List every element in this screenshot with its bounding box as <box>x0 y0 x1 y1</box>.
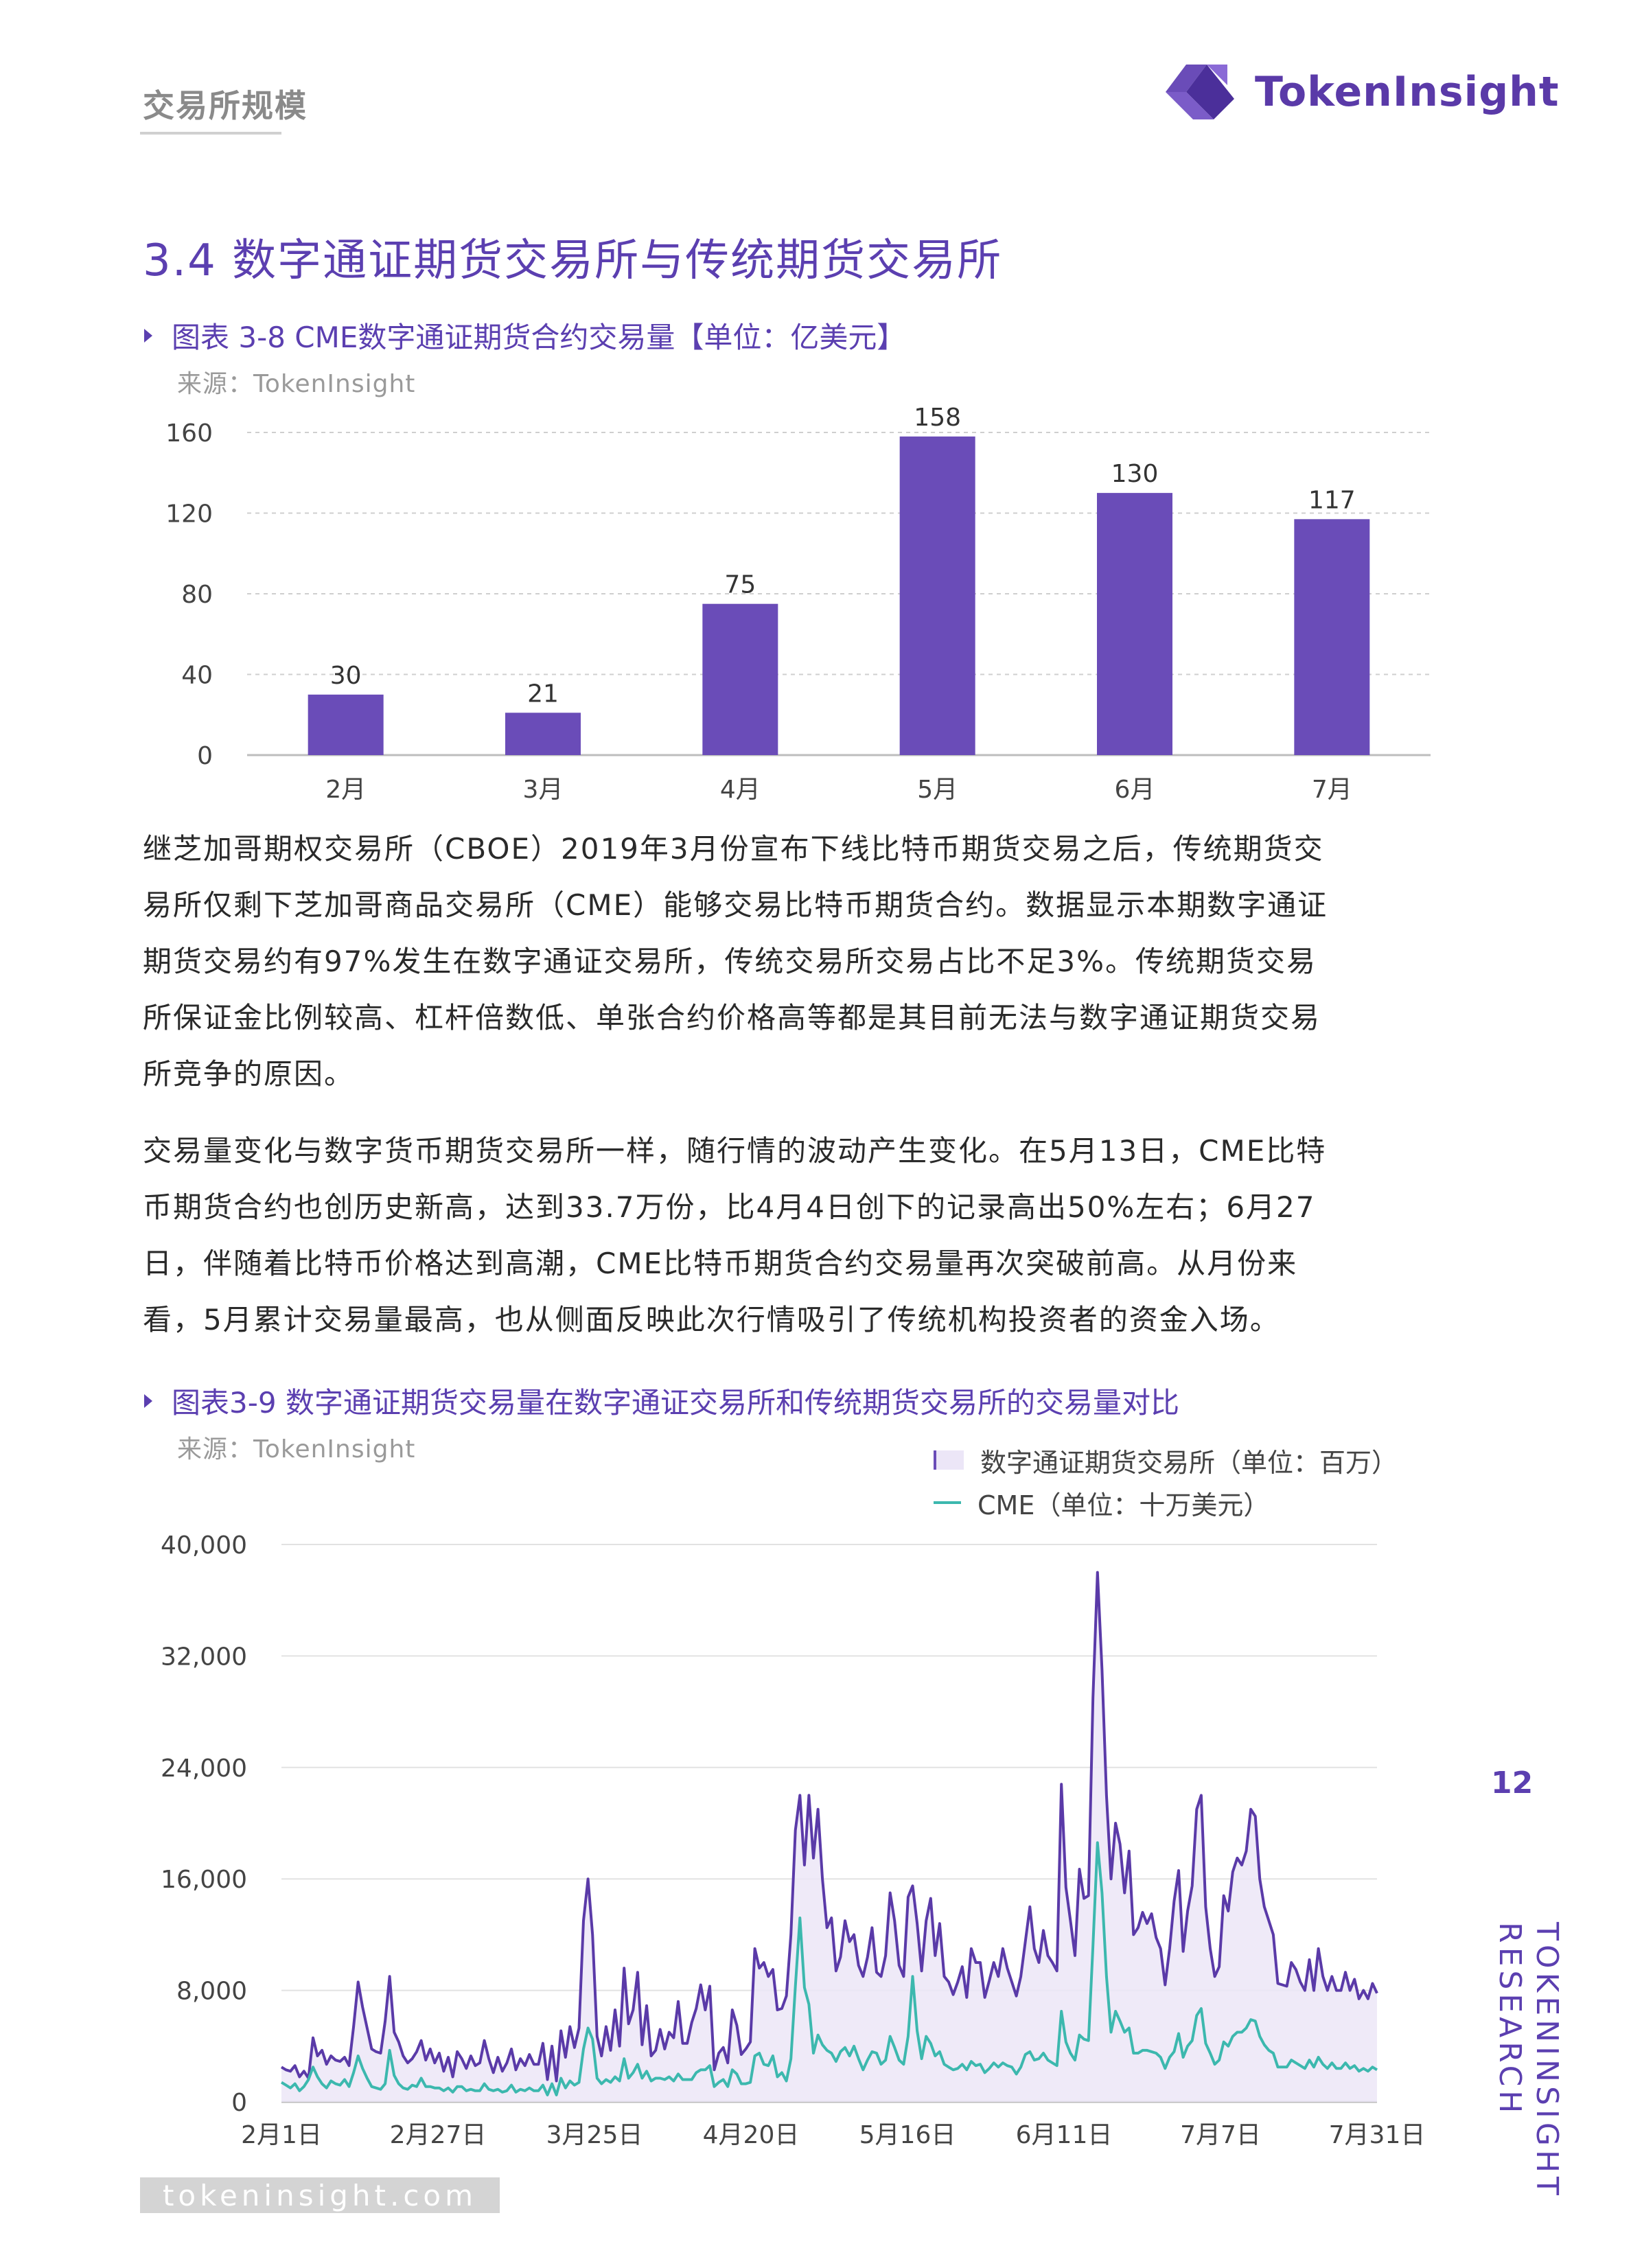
header-underline <box>140 132 281 135</box>
bar <box>1294 519 1370 755</box>
legend-label-cme: CME（单位：十万美元） <box>978 1490 1270 1520</box>
x-tick-label: 7月7日 <box>1180 2121 1261 2149</box>
y-tick-label: 8,000 <box>176 1978 247 2006</box>
bar-value-label: 117 <box>1308 486 1356 514</box>
figure2-caption: 图表3-9 数字通证期货交易量在数字通证交易所和传统期货交易所的交易量对比 <box>144 1380 1179 1422</box>
y-tick-label: 16,000 <box>161 1866 247 1894</box>
x-tick-label: 5月16日 <box>859 2121 956 2149</box>
caption-bullet-icon <box>144 328 152 343</box>
legend-label-exchange: 数字通证期货交易所（单位：百万） <box>980 1447 1398 1478</box>
bar <box>308 694 384 755</box>
y-tick-label: 0 <box>197 742 213 770</box>
y-tick-label: 24,000 <box>161 1755 247 1783</box>
tokeninsight-logo-icon <box>1166 65 1234 119</box>
x-tick-label: 6月 <box>1115 776 1155 804</box>
logo-text: TokenInsight <box>1255 68 1560 116</box>
section-title: 3.4 数字通证期货交易所与传统期货交易所 <box>143 235 1003 286</box>
y-tick-label: 80 <box>181 581 213 609</box>
bar <box>899 436 975 755</box>
legend-swatch-exchange <box>934 1450 964 1470</box>
paragraph-1-line: 易所仅剩下芝加哥商品交易所（CME）能够交易比特币期货合约。数据显示本期数字通证 <box>143 888 1328 922</box>
header-section-label: 交易所规模 <box>143 87 308 124</box>
legend-item-cme: CME（单位：十万美元） <box>934 1481 1398 1524</box>
bar <box>505 713 581 755</box>
vertical-brand-line: RESEARCH <box>1492 1922 1527 2118</box>
figure1-caption: 图表 3-8 CME数字通证期货合约交易量【单位：亿美元】 <box>144 314 905 356</box>
x-tick-label: 2月 <box>325 776 366 804</box>
x-tick-label: 3月 <box>523 776 564 804</box>
figure1-bar-chart: 0 40 80 120 160 30 2月 21 3月 75 4月 158 5月 130 6月 117 7月 <box>165 404 1431 804</box>
figure2-source: 来源：TokenInsight <box>177 1435 416 1463</box>
caption-bullet-icon <box>144 1393 152 1408</box>
brand-logo: TokenInsight <box>1159 58 1560 126</box>
bar-value-label: 130 <box>1111 460 1159 488</box>
figure2-caption-text: 图表3-9 数字通证期货交易量在数字通证交易所和传统期货交易所的交易量对比 <box>172 1386 1179 1420</box>
y-tick-label: 32,000 <box>161 1643 247 1671</box>
paragraph-2: 交易量变化与数字货币期货交易所一样，随行情的波动产生变化。在5月13日，CME比… <box>143 1123 1433 1348</box>
x-tick-label: 7月31日 <box>1329 2121 1426 2149</box>
bar <box>1097 493 1172 755</box>
bar-value-label: 21 <box>527 680 559 708</box>
bar <box>702 603 778 755</box>
figure1-source: 来源：TokenInsight <box>177 370 416 398</box>
series-cme-line <box>280 1841 1378 2096</box>
series-exchange-line <box>280 1571 1378 2083</box>
footer-url: tokeninsight.com <box>140 2177 500 2213</box>
x-tick-label: 5月 <box>917 776 958 804</box>
x-tick-label: 4月20日 <box>703 2121 800 2149</box>
x-tick-label: 6月11日 <box>1016 2121 1113 2149</box>
y-tick-label: 40,000 <box>161 1531 247 1560</box>
y-tick-label: 120 <box>165 500 213 529</box>
paragraph-1-line: 所竞争的原因。 <box>143 1057 355 1091</box>
bar-value-label: 30 <box>330 662 362 690</box>
legend-swatch-cme <box>934 1501 961 1504</box>
x-tick-label: 4月 <box>720 776 761 804</box>
paragraph-2-line: 币期货合约也创历史新高，达到33.7万份，比4月4日创下的记录高出50%左右；6… <box>143 1190 1316 1224</box>
series-exchange-area <box>281 1572 1377 2102</box>
legend-item-exchange: 数字通证期货交易所（单位：百万） <box>934 1439 1398 1481</box>
paragraph-2-line: 日，伴随着比特币价格达到高潮，CME比特币期货合约交易量再次突破前高。从月份来 <box>143 1247 1298 1280</box>
paragraph-2-line: 看，5月累计交易量最高，也从侧面反映此次行情吸引了传统机构投资者的资金入场。 <box>143 1303 1280 1336</box>
paragraph-1-line: 所保证金比例较高、杠杆倍数低、单张合约价格高等都是其目前无法与数字通证期货交易 <box>143 1001 1321 1034</box>
vertical-brand-line: TOKENINSIGHT <box>1529 1922 1564 2199</box>
paragraph-1: 继芝加哥期权交易所（CBOE）2019年3月份宣布下线比特币期货交易之后，传统期… <box>143 821 1433 1102</box>
bar-value-label: 158 <box>914 404 961 432</box>
vertical-brand: TOKENINSIGHT RESEARCH <box>1492 1922 1565 2199</box>
figure2-legend: 数字通证期货交易所（单位：百万） CME（单位：十万美元） <box>934 1439 1398 1524</box>
x-tick-label: 2月1日 <box>241 2121 322 2149</box>
paragraph-1-line: 期货交易约有97%发生在数字通证交易所，传统交易所交易占比不足3%。传统期货交易 <box>143 945 1317 978</box>
x-tick-label: 7月 <box>1312 776 1352 804</box>
paragraph-1-line: 继芝加哥期权交易所（CBOE）2019年3月份宣布下线比特币期货交易之后，传统期… <box>143 832 1324 866</box>
paragraph-2-line: 交易量变化与数字货币期货交易所一样，随行情的波动产生变化。在5月13日，CME比… <box>143 1134 1327 1168</box>
y-tick-label: 0 <box>231 2089 247 2117</box>
figure2-area-chart: 0 8,000 16,000 24,000 32,000 40,000 2月1日 2月27日 3… <box>161 1531 1426 2149</box>
y-tick-label: 40 <box>181 662 213 690</box>
figure1-caption-text: 图表 3-8 CME数字通证期货合约交易量【单位：亿美元】 <box>172 321 906 354</box>
x-tick-label: 3月25日 <box>546 2121 643 2149</box>
page-number: 12 <box>1491 1766 1534 1801</box>
y-tick-label: 160 <box>165 419 213 448</box>
x-tick-label: 2月27日 <box>390 2121 487 2149</box>
bar-value-label: 75 <box>724 571 756 599</box>
